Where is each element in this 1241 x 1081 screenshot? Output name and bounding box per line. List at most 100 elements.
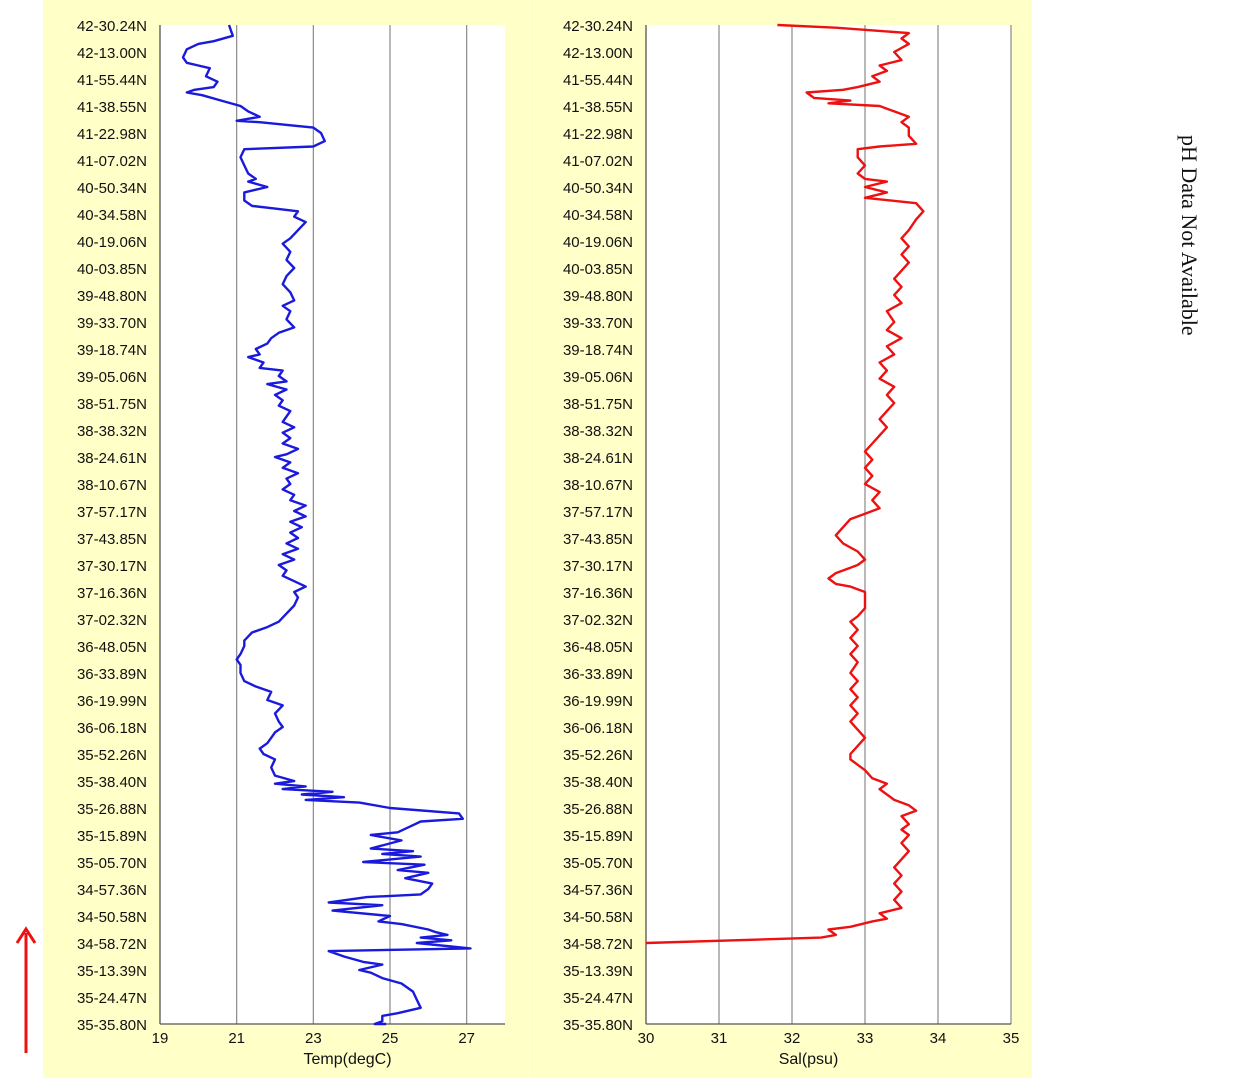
temp-y-tick-label: 39-33.70N — [77, 315, 147, 332]
temp-y-tick-label: 39-05.06N — [77, 369, 147, 386]
sal-x-tick-label: 34 — [930, 1030, 947, 1047]
salinity-chart-panel: 30 31 32 33 34 35 42-30.24N 42-13.00N 41-55.44N 4… — [530, 0, 1032, 1078]
sal-y-tick-label: 36-19.99N — [563, 693, 633, 710]
salinity-chart: 30 31 32 33 34 35 42-30.24N 42-13.00N 41-55.44N 4… — [563, 18, 1020, 1068]
sal-y-tick-label: 36-06.18N — [563, 720, 633, 737]
temp-y-tick-label: 38-24.61N — [77, 450, 147, 467]
sal-y-tick-label: 37-30.17N — [563, 558, 633, 575]
temperature-chart: 19 21 23 25 27 42-30.24N 42-13.00N 41-55.44N 41-… — [77, 18, 505, 1068]
sal-y-tick-label: 41-55.44N — [563, 72, 633, 89]
sal-y-tick-label: 37-43.85N — [563, 531, 633, 548]
temp-y-tick-label: 37-57.17N — [77, 504, 147, 521]
temp-y-tick-label: 41-07.02N — [77, 153, 147, 170]
sal-y-tick-label: 35-15.89N — [563, 828, 633, 845]
sal-plot-area — [646, 25, 1011, 1024]
sal-y-tick-label: 34-50.58N — [563, 909, 633, 926]
sal-y-tick-label: 36-48.05N — [563, 639, 633, 656]
sal-y-tick-label: 41-38.55N — [563, 99, 633, 116]
sal-x-tick-label: 30 — [638, 1030, 655, 1047]
temp-y-tick-label: 35-26.88N — [77, 801, 147, 818]
temp-y-tick-label: 38-51.75N — [77, 396, 147, 413]
temp-y-tick-label: 36-06.18N — [77, 720, 147, 737]
sal-y-tick-label: 35-35.80N — [563, 1017, 633, 1034]
sal-y-tick-label: 39-18.74N — [563, 342, 633, 359]
temp-y-tick-label: 35-24.47N — [77, 990, 147, 1007]
temp-y-tick-label: 40-19.06N — [77, 234, 147, 251]
temp-y-tick-label: 41-38.55N — [77, 99, 147, 116]
ph-unavailable-note: pH Data Not Available — [1177, 135, 1232, 415]
sal-y-tick-label: 41-07.02N — [563, 153, 633, 170]
sal-y-tick-label: 42-13.00N — [563, 45, 633, 62]
temp-x-tick-label: 23 — [305, 1030, 322, 1047]
temp-y-tick-label: 36-33.89N — [77, 666, 147, 683]
temp-y-tick-label: 34-50.58N — [77, 909, 147, 926]
ph-note-text: pH Data Not Available — [1177, 135, 1202, 336]
sal-x-tick-label: 35 — [1003, 1030, 1020, 1047]
sal-y-tick-label: 35-52.26N — [563, 747, 633, 764]
temp-y-tick-label: 42-30.24N — [77, 18, 147, 35]
temp-y-tick-label: 35-38.40N — [77, 774, 147, 791]
temp-y-tick-label: 35-13.39N — [77, 963, 147, 980]
temp-y-tick-label: 35-05.70N — [77, 855, 147, 872]
temp-y-tick-label: 37-02.32N — [77, 612, 147, 629]
temp-y-tick-label: 37-30.17N — [77, 558, 147, 575]
temperature-chart-panel: 19 21 23 25 27 42-30.24N 42-13.00N 41-55.44N 41-… — [43, 0, 529, 1078]
temp-y-tick-label: 35-15.89N — [77, 828, 147, 845]
sal-y-tick-label: 39-33.70N — [563, 315, 633, 332]
temp-y-tick-label: 37-43.85N — [77, 531, 147, 548]
sal-y-tick-label: 35-26.88N — [563, 801, 633, 818]
sal-y-tick-label: 41-22.98N — [563, 126, 633, 143]
sal-y-tick-label: 36-33.89N — [563, 666, 633, 683]
sal-x-tick-label: 32 — [784, 1030, 801, 1047]
sal-y-tick-label: 38-10.67N — [563, 477, 633, 494]
temp-plot-area — [160, 25, 505, 1024]
sal-y-tick-label: 40-50.34N — [563, 180, 633, 197]
sal-y-tick-label: 40-34.58N — [563, 207, 633, 224]
temp-y-tick-label: 34-58.72N — [77, 936, 147, 953]
sal-y-tick-label: 40-19.06N — [563, 234, 633, 251]
sal-y-tick-label: 38-38.32N — [563, 423, 633, 440]
sal-y-tick-label: 35-13.39N — [563, 963, 633, 980]
temp-y-tick-label: 40-03.85N — [77, 261, 147, 278]
sal-y-tick-label: 39-05.06N — [563, 369, 633, 386]
sal-y-tick-label: 37-16.36N — [563, 585, 633, 602]
temp-y-tick-label: 42-13.00N — [77, 45, 147, 62]
temp-y-tick-label: 35-52.26N — [77, 747, 147, 764]
temp-y-tick-label: 40-34.58N — [77, 207, 147, 224]
sal-y-tick-label: 35-24.47N — [563, 990, 633, 1007]
sal-y-tick-label: 34-58.72N — [563, 936, 633, 953]
temp-y-tick-label: 39-48.80N — [77, 288, 147, 305]
sal-y-tick-label: 35-38.40N — [563, 774, 633, 791]
temp-y-tick-label: 38-10.67N — [77, 477, 147, 494]
sal-series-line — [645, 23, 925, 945]
temp-y-tick-label: 35-35.80N — [77, 1017, 147, 1034]
temp-x-tick-label: 21 — [228, 1030, 245, 1047]
temp-y-tick-label: 40-50.34N — [77, 180, 147, 197]
temp-y-tick-label: 39-18.74N — [77, 342, 147, 359]
sal-y-tick-label: 39-48.80N — [563, 288, 633, 305]
sal-y-tick-label: 37-02.32N — [563, 612, 633, 629]
temp-y-tick-label: 34-57.36N — [77, 882, 147, 899]
sal-y-tick-label: 34-57.36N — [563, 882, 633, 899]
sal-x-tick-label: 31 — [711, 1030, 728, 1047]
sal-y-tick-label: 40-03.85N — [563, 261, 633, 278]
temp-x-tick-label: 27 — [458, 1030, 475, 1047]
sal-y-tick-label: 42-30.24N — [563, 18, 633, 35]
temp-y-tick-label: 41-55.44N — [77, 72, 147, 89]
temp-y-tick-label: 41-22.98N — [77, 126, 147, 143]
sal-y-tick-label: 38-24.61N — [563, 450, 633, 467]
temp-y-tick-label: 36-48.05N — [77, 639, 147, 656]
temp-x-tick-label: 25 — [382, 1030, 399, 1047]
temp-x-tick-label: 19 — [152, 1030, 169, 1047]
temp-y-tick-label: 38-38.32N — [77, 423, 147, 440]
direction-arrow-icon — [15, 926, 37, 1053]
sal-x-axis-title: Sal(psu) — [779, 1051, 839, 1068]
temp-x-axis-title: Temp(degC) — [303, 1051, 391, 1068]
temp-series-line — [181, 24, 472, 1026]
temp-y-tick-label: 37-16.36N — [77, 585, 147, 602]
sal-y-tick-label: 38-51.75N — [563, 396, 633, 413]
sal-y-tick-label: 35-05.70N — [563, 855, 633, 872]
sal-x-tick-label: 33 — [857, 1030, 874, 1047]
sal-y-tick-label: 37-57.17N — [563, 504, 633, 521]
temp-y-tick-label: 36-19.99N — [77, 693, 147, 710]
